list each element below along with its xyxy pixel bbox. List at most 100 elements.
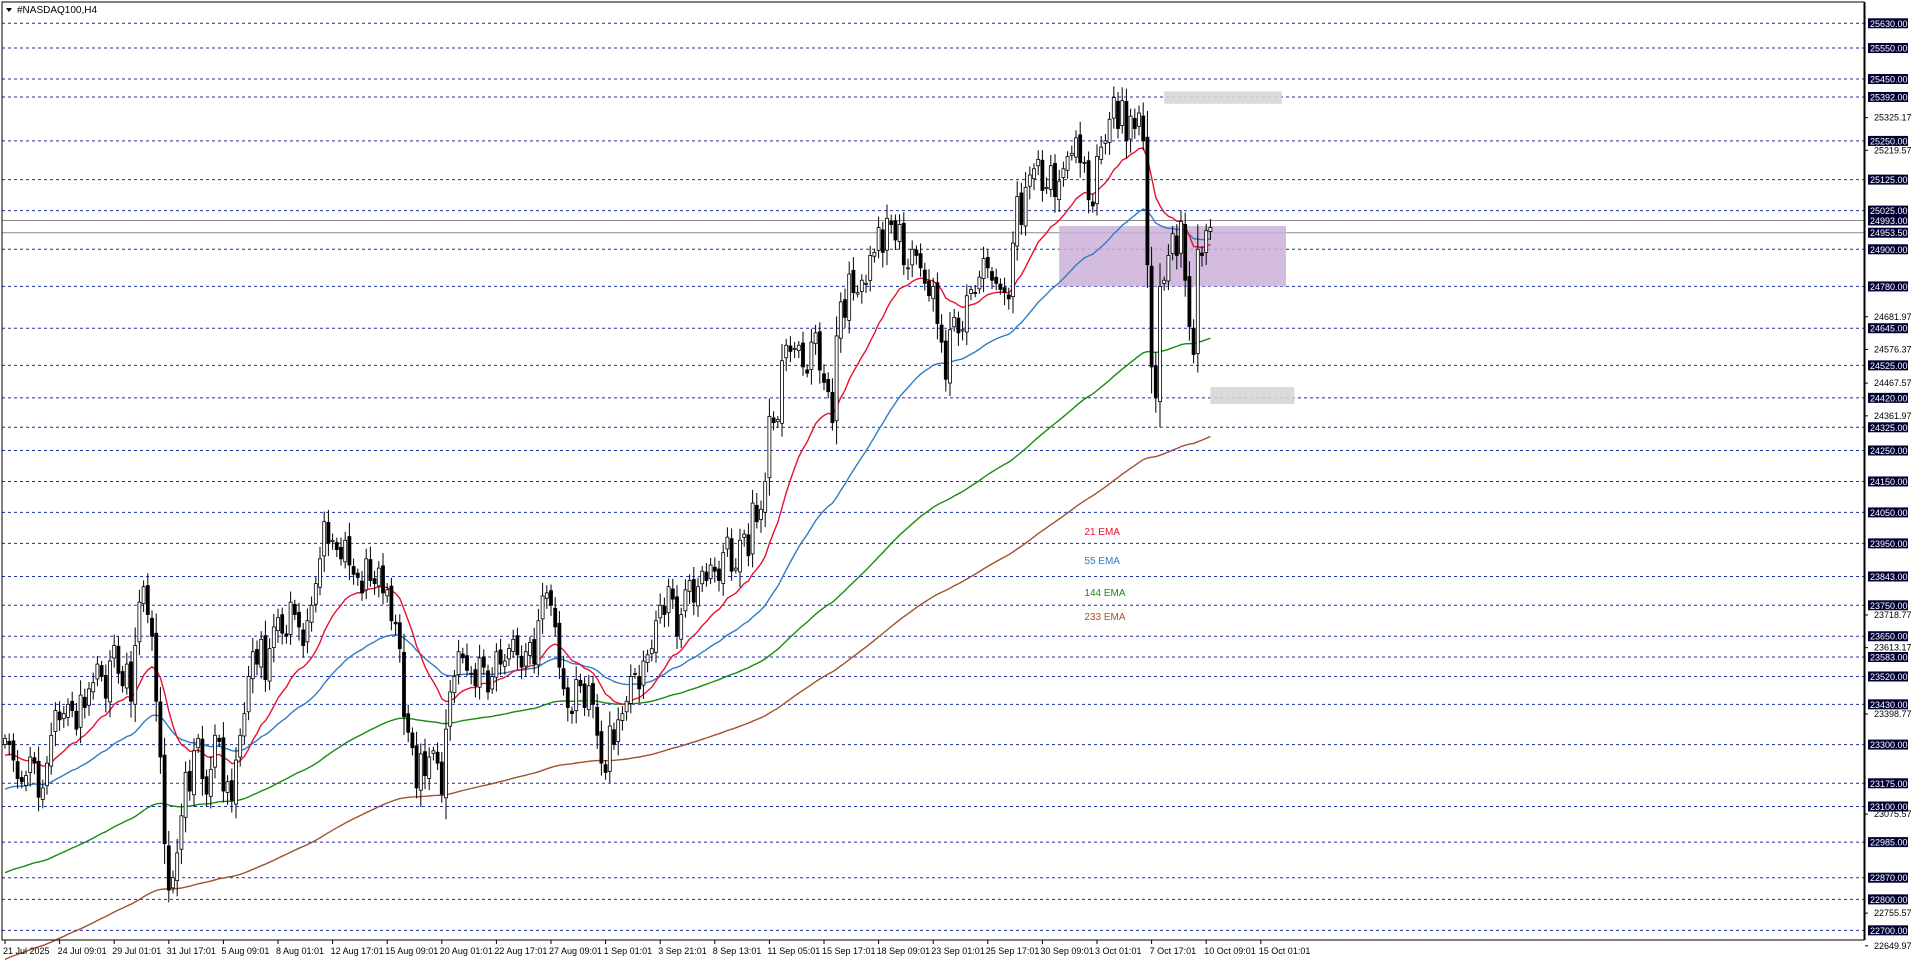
candle-body	[452, 676, 457, 694]
candle-body	[309, 604, 314, 623]
price-tag-box	[1868, 43, 1908, 54]
candle-body	[1069, 152, 1074, 156]
time-tick-label: 23 Sep 01:01	[931, 946, 985, 956]
candle-body	[204, 776, 209, 795]
zone-gray	[1164, 91, 1282, 104]
candle-body	[288, 601, 293, 635]
candle-body	[553, 607, 558, 628]
price-tag-label: 24325.00	[1870, 423, 1908, 433]
candle-body	[666, 586, 671, 614]
price-tag-label: 23843.00	[1870, 572, 1908, 582]
candle-body	[801, 342, 805, 368]
candles	[3, 86, 1213, 903]
price-tag-label: 24953.50	[1870, 228, 1908, 238]
time-tick-label: 22 Aug 17:01	[494, 946, 547, 956]
time-tick-label: 12 Aug 17:01	[331, 946, 384, 956]
candle-body	[763, 481, 768, 513]
price-tick-label: 25219.57	[1874, 145, 1912, 155]
candle-body	[1141, 115, 1146, 142]
candle-body	[1036, 159, 1041, 167]
price-tag-box	[1868, 74, 1908, 85]
candle-body	[826, 379, 831, 393]
candle-body	[859, 279, 864, 292]
candle-body	[628, 676, 633, 704]
candle-body	[1132, 117, 1137, 129]
candle-body	[95, 663, 100, 680]
candle-body	[977, 276, 982, 290]
candle-body	[234, 759, 238, 805]
price-tag-box	[1868, 872, 1908, 883]
time-tick-label: 20 Aug 01:01	[440, 946, 493, 956]
candle-body	[393, 621, 398, 625]
price-tag-label: 24645.00	[1870, 324, 1908, 334]
price-tag-box	[1868, 801, 1908, 812]
price-tag-box	[1868, 174, 1908, 185]
candle-body	[305, 620, 310, 643]
candle-body	[158, 701, 163, 758]
candle-body	[246, 676, 251, 713]
time-tick-label: 15 Oct 01:01	[1259, 946, 1311, 956]
price-tag-box	[1868, 600, 1908, 611]
chart-title: #NASDAQ100,H4	[17, 5, 97, 16]
candle-body	[536, 620, 541, 666]
price-tag-label: 23300.00	[1870, 740, 1908, 750]
price-tag-box	[1868, 631, 1908, 642]
candle-body	[721, 552, 726, 584]
candle-body	[885, 217, 889, 251]
candle-body	[931, 286, 936, 300]
candle-body	[708, 564, 713, 580]
candle-body	[183, 772, 188, 818]
time-tick-label: 8 Sep 13:01	[713, 946, 762, 956]
candle-body	[3, 737, 7, 745]
candle-body	[679, 614, 684, 640]
candle-body	[32, 757, 37, 764]
candle-body	[1158, 286, 1162, 402]
candle-body	[1187, 276, 1192, 328]
candle-body	[7, 740, 12, 745]
candle-body	[1174, 235, 1179, 256]
candle-body	[469, 672, 474, 675]
candle-body	[1015, 196, 1020, 247]
candle-body	[154, 632, 159, 702]
candle-body	[683, 589, 688, 612]
time-tick-label: 25 Sep 17:01	[986, 946, 1040, 956]
candle-body	[192, 750, 196, 796]
price-tick-label: 24681.97	[1874, 312, 1912, 322]
candle-body	[11, 740, 16, 761]
price-tag-box	[1868, 507, 1908, 518]
candle-body	[578, 679, 583, 687]
price-tag-label: 22700.00	[1870, 926, 1908, 936]
ema-label-ema55: 55 EMA	[1084, 556, 1120, 567]
price-tag-label: 24993.00	[1870, 216, 1908, 226]
candle-body	[985, 257, 990, 269]
candle-body	[208, 768, 213, 797]
candle-body	[771, 417, 776, 424]
candle-body	[519, 655, 524, 668]
candle-body	[196, 737, 201, 749]
candle-body	[28, 756, 33, 773]
candle-body	[990, 271, 994, 281]
candle-body	[74, 710, 79, 730]
candle-body	[1053, 163, 1057, 198]
candle-body	[960, 329, 965, 332]
candle-body	[175, 852, 180, 882]
candle-body	[364, 558, 369, 591]
candle-body	[242, 713, 247, 737]
price-tag-box	[1868, 445, 1908, 456]
triangle-down-icon[interactable]	[6, 8, 12, 12]
candle-body	[637, 675, 642, 690]
candle-body	[1124, 101, 1129, 142]
candle-body	[687, 580, 692, 592]
price-tick-label: 24361.97	[1874, 411, 1912, 421]
candle-body	[817, 331, 822, 371]
candle-body	[780, 360, 784, 424]
candle-body	[532, 639, 537, 665]
time-tick-label: 10 Oct 09:01	[1204, 946, 1256, 956]
candle-body	[162, 754, 167, 845]
price-tag-box	[1868, 18, 1908, 29]
candle-body	[423, 751, 427, 776]
price-tick-label: 25325.17	[1874, 113, 1912, 123]
candle-body	[675, 596, 679, 637]
